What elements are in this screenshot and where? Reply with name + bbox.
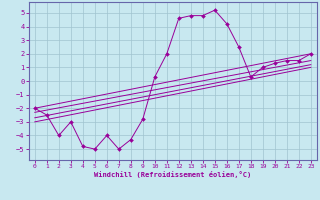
X-axis label: Windchill (Refroidissement éolien,°C): Windchill (Refroidissement éolien,°C) <box>94 171 252 178</box>
